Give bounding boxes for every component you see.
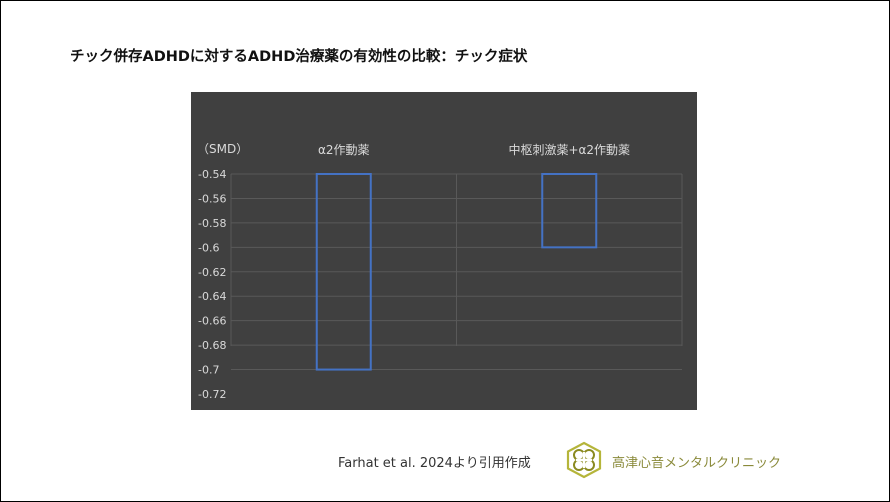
chart-panel: （SMD） -0.54 -0.56 -0.58 -0.6 -0.62 -0.64 -0.66… (191, 92, 697, 410)
y-tick-label: -0.54 (198, 168, 226, 181)
category-label: α2作動薬 (318, 143, 370, 157)
category-layer: α2作動薬 中枢刺激薬+α2作動薬 (318, 142, 630, 157)
hexagon-knot-logo-icon (564, 441, 604, 479)
category-label: 中枢刺激薬+α2作動薬 (508, 142, 630, 157)
y-tick-label: -0.56 (198, 192, 226, 205)
chart-svg: （SMD） -0.54 -0.56 -0.58 -0.6 -0.62 -0.64 -0.66… (197, 142, 683, 401)
page-title: チック併存ADHDに対するADHD治療薬の有効性の比較：チック症状 (70, 49, 528, 65)
y-tick-label: -0.6 (198, 241, 219, 254)
y-tick-label: -0.68 (198, 339, 226, 352)
tick-layer: -0.54 -0.56 -0.58 -0.6 -0.62 -0.64 -0.66 -0.68 -… (198, 168, 226, 401)
y-tick-label: -0.7 (198, 364, 219, 377)
clinic-name: 高津心音メンタルクリニック (612, 456, 782, 471)
y-tick-label: -0.58 (198, 217, 226, 230)
bar (315, 173, 372, 371)
y-tick-label: -0.64 (198, 290, 226, 303)
grid-layer (230, 173, 683, 371)
bar (541, 173, 598, 249)
y-axis-label: （SMD） (197, 142, 248, 156)
citation-text: Farhat et al. 2024より引用作成 (338, 456, 531, 471)
y-tick-label: -0.72 (198, 388, 226, 401)
bar-layer (315, 173, 598, 371)
y-tick-label: -0.62 (198, 266, 226, 279)
y-tick-label: -0.66 (198, 315, 226, 328)
